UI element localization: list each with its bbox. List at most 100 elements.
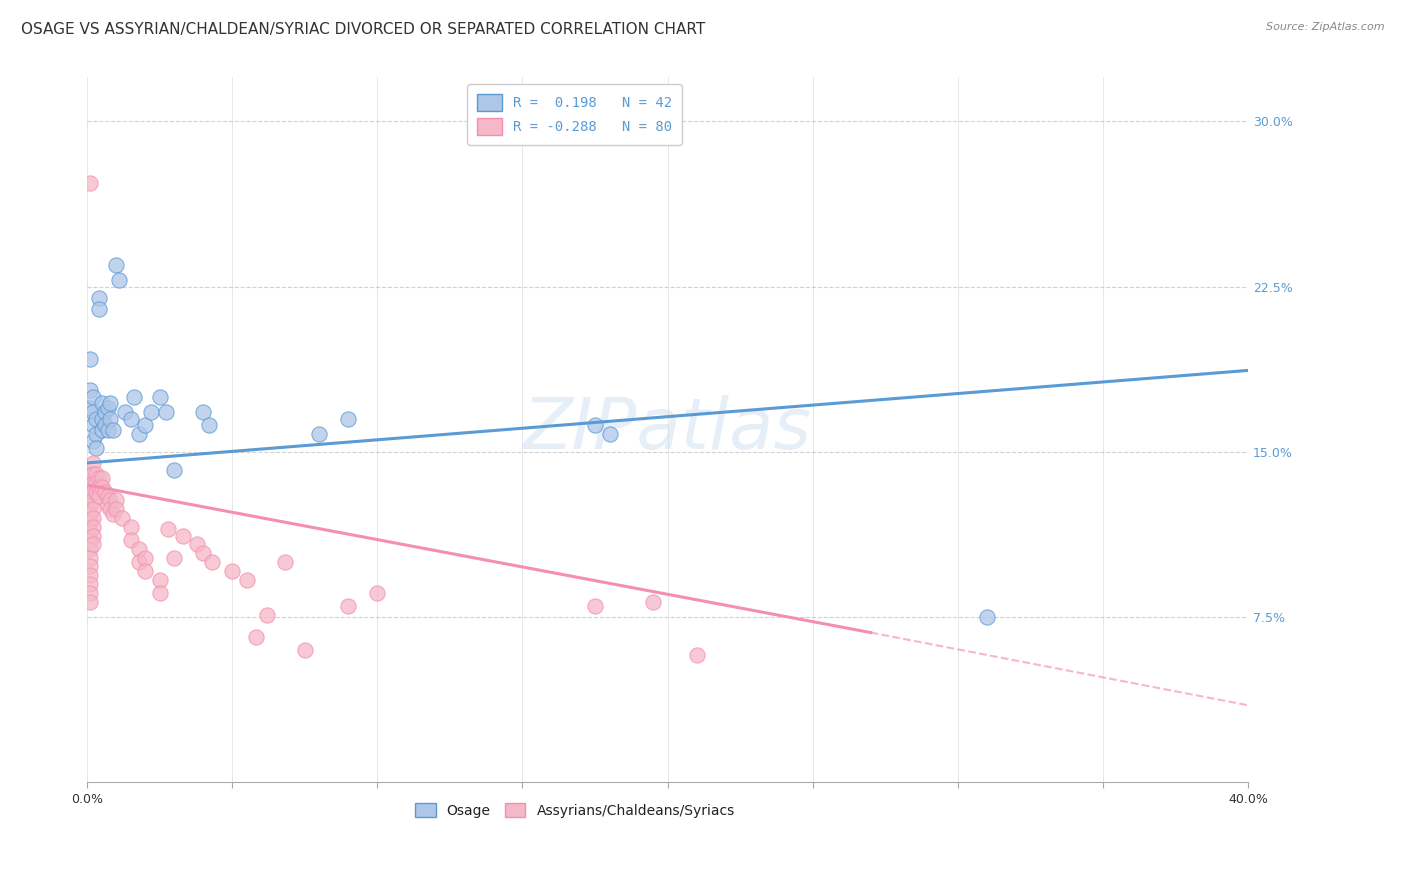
Point — [366, 586, 388, 600]
Point — [79, 383, 101, 397]
Point — [96, 401, 118, 415]
Point — [82, 520, 104, 534]
Point — [139, 405, 162, 419]
Point — [87, 301, 110, 316]
Point — [122, 390, 145, 404]
Point — [201, 555, 224, 569]
Point — [82, 493, 104, 508]
Point — [100, 396, 122, 410]
Point — [186, 537, 208, 551]
Point — [82, 502, 104, 516]
Point — [120, 412, 142, 426]
Point — [149, 390, 172, 404]
Point — [256, 607, 278, 622]
Point — [103, 423, 125, 437]
Point — [84, 441, 107, 455]
Point — [221, 564, 243, 578]
Point — [96, 489, 118, 503]
Point — [79, 176, 101, 190]
Point — [128, 555, 150, 569]
Point — [79, 467, 101, 481]
Point — [103, 507, 125, 521]
Point — [134, 564, 156, 578]
Point — [82, 418, 104, 433]
Point — [599, 427, 621, 442]
Point — [90, 412, 112, 426]
Point — [79, 568, 101, 582]
Point — [198, 418, 221, 433]
Point — [976, 610, 998, 624]
Point — [87, 471, 110, 485]
Point — [337, 599, 360, 614]
Point — [149, 586, 172, 600]
Point — [82, 467, 104, 481]
Point — [82, 434, 104, 448]
Text: Source: ZipAtlas.com: Source: ZipAtlas.com — [1267, 22, 1385, 32]
Point — [90, 471, 112, 485]
Point — [82, 405, 104, 419]
Point — [128, 541, 150, 556]
Point — [96, 423, 118, 437]
Point — [79, 516, 101, 530]
Point — [108, 273, 131, 287]
Point — [163, 550, 186, 565]
Point — [236, 573, 259, 587]
Point — [583, 418, 606, 433]
Point — [93, 405, 115, 419]
Point — [294, 643, 316, 657]
Point — [82, 528, 104, 542]
Point — [79, 489, 101, 503]
Point — [193, 405, 215, 419]
Point — [337, 412, 360, 426]
Point — [120, 533, 142, 547]
Point — [163, 462, 186, 476]
Point — [82, 390, 104, 404]
Point — [90, 396, 112, 410]
Point — [308, 427, 330, 442]
Point — [193, 546, 215, 560]
Point — [82, 484, 104, 499]
Point — [134, 418, 156, 433]
Point — [155, 405, 177, 419]
Point — [100, 412, 122, 426]
Point — [149, 573, 172, 587]
Point — [120, 520, 142, 534]
Point — [79, 524, 101, 539]
Point — [79, 550, 101, 565]
Point — [79, 478, 101, 492]
Point — [82, 537, 104, 551]
Point — [111, 511, 134, 525]
Point — [84, 412, 107, 426]
Point — [114, 405, 136, 419]
Point — [96, 498, 118, 512]
Point — [93, 484, 115, 499]
Point — [82, 511, 104, 525]
Point — [157, 522, 180, 536]
Point — [79, 498, 101, 512]
Point — [134, 550, 156, 565]
Point — [685, 648, 707, 662]
Point — [100, 493, 122, 508]
Point — [583, 599, 606, 614]
Legend: Osage, Assyrians/Chaldeans/Syriacs: Osage, Assyrians/Chaldeans/Syriacs — [408, 796, 741, 825]
Point — [82, 456, 104, 470]
Point — [79, 577, 101, 591]
Point — [87, 489, 110, 503]
Point — [84, 467, 107, 481]
Point — [79, 533, 101, 547]
Point — [84, 427, 107, 442]
Point — [100, 502, 122, 516]
Point — [105, 502, 128, 516]
Point — [90, 423, 112, 437]
Text: OSAGE VS ASSYRIAN/CHALDEAN/SYRIAC DIVORCED OR SEPARATED CORRELATION CHART: OSAGE VS ASSYRIAN/CHALDEAN/SYRIAC DIVORC… — [21, 22, 706, 37]
Point — [79, 559, 101, 574]
Point — [79, 352, 101, 367]
Point — [87, 480, 110, 494]
Point — [128, 427, 150, 442]
Point — [245, 630, 267, 644]
Point — [105, 493, 128, 508]
Point — [641, 595, 664, 609]
Point — [84, 484, 107, 499]
Point — [273, 555, 295, 569]
Point — [84, 475, 107, 490]
